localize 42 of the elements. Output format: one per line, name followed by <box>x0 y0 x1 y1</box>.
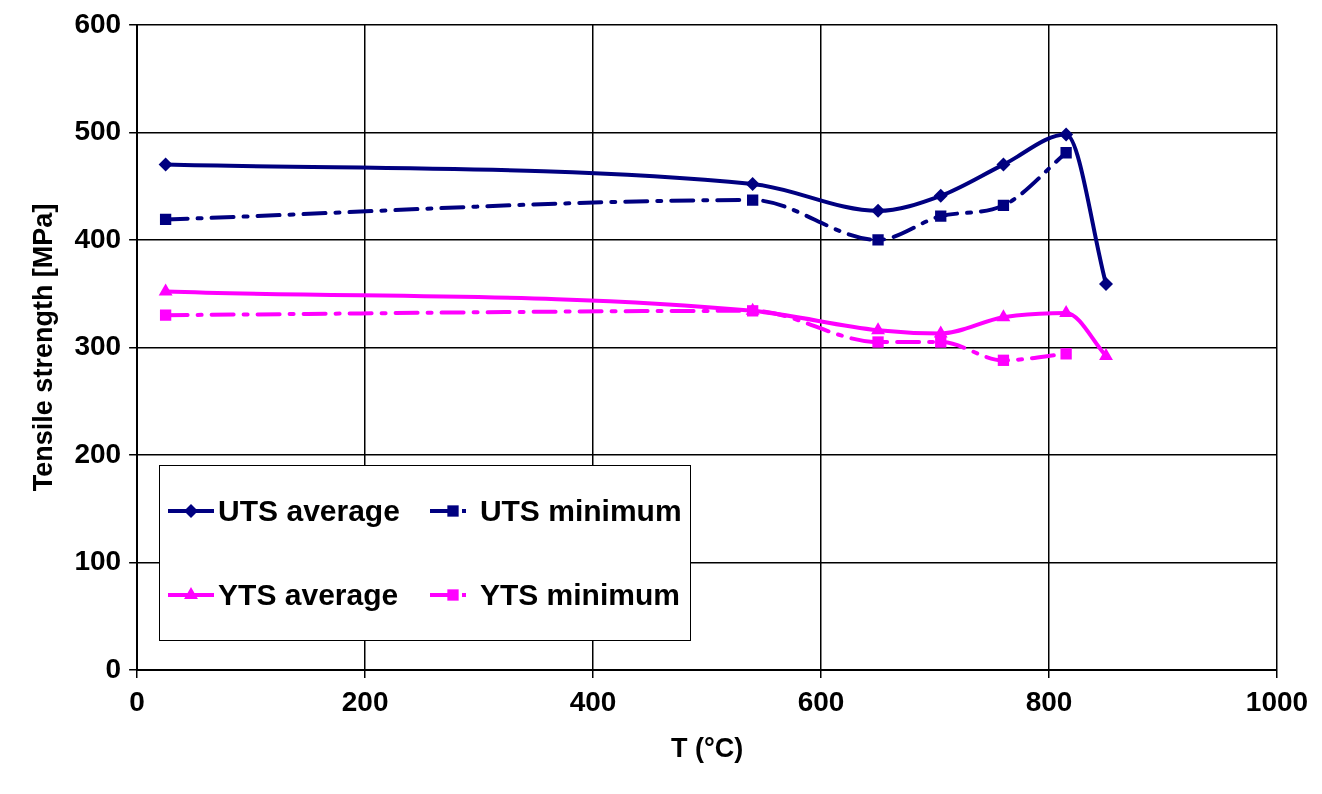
point <box>871 203 886 218</box>
x-tick-label: 600 <box>797 685 845 717</box>
x-tick-label: 200 <box>341 685 389 717</box>
x-tick-label: 0 <box>129 685 145 717</box>
point <box>158 283 173 296</box>
point <box>1059 127 1074 142</box>
point <box>1099 348 1113 360</box>
point <box>158 157 173 172</box>
point <box>159 213 172 226</box>
y-axis-title: Tensile strength [MPa] <box>27 203 58 492</box>
point <box>996 157 1011 172</box>
x-tick-label: 1000 <box>1245 685 1309 717</box>
y-tick-label: 100 <box>74 545 122 577</box>
point <box>872 336 884 348</box>
point <box>871 322 885 335</box>
y-tick-label: 500 <box>74 115 122 147</box>
point <box>1099 276 1114 291</box>
legend-label: YTS minimum <box>479 578 680 612</box>
y-tick-label: 300 <box>74 330 122 362</box>
point <box>1060 348 1072 360</box>
y-tick-label: 200 <box>74 437 122 469</box>
legend-label: YTS average <box>218 578 399 612</box>
point <box>997 199 1010 212</box>
point <box>935 210 947 222</box>
point <box>933 188 948 203</box>
x-tick-label: 400 <box>569 685 617 717</box>
legend-label: UTS minimum <box>479 494 682 528</box>
y-tick-label: 0 <box>105 652 122 684</box>
point <box>935 336 947 348</box>
legend-label: UTS average <box>218 494 400 528</box>
x-axis-title: T (°C) <box>670 733 744 764</box>
point <box>159 309 172 321</box>
point <box>872 234 884 246</box>
point <box>997 354 1010 366</box>
point <box>996 309 1011 322</box>
point <box>1059 304 1074 317</box>
point <box>1060 147 1072 159</box>
x-tick-label: 800 <box>1025 685 1073 717</box>
y-tick-label: 400 <box>74 222 122 254</box>
point <box>745 176 760 191</box>
y-tick-label: 600 <box>74 7 122 39</box>
point <box>747 194 759 206</box>
